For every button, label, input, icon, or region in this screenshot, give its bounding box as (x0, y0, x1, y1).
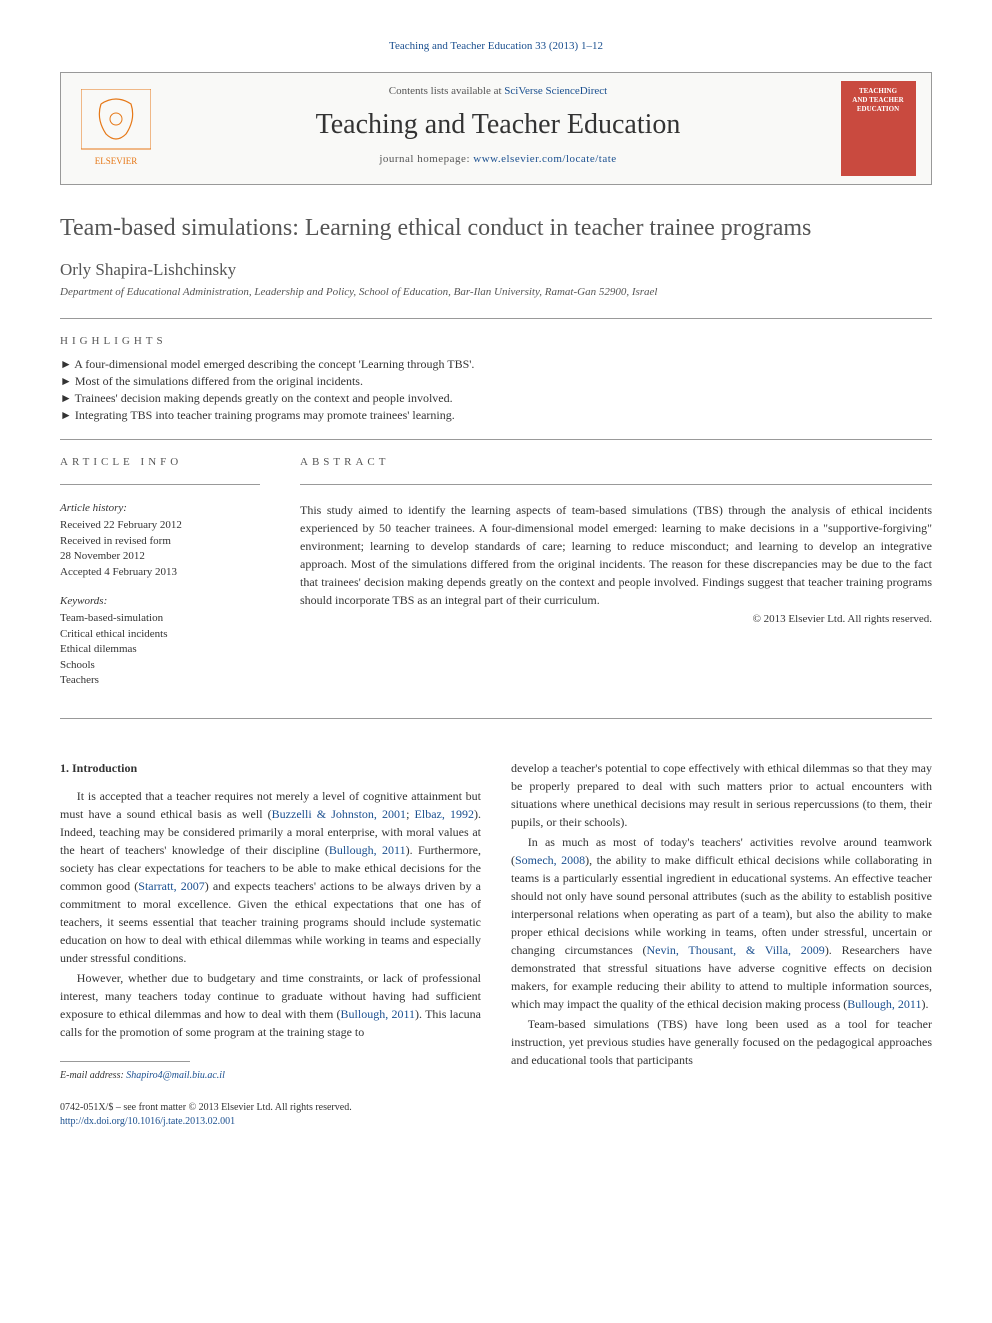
keyword: Team-based-simulation (60, 611, 260, 626)
abstract-label: ABSTRACT (300, 456, 932, 468)
highlights-list: A four-dimensional model emerged describ… (60, 357, 932, 423)
banner-homepage-line: journal homepage: www.elsevier.com/locat… (171, 153, 825, 165)
keyword: Schools (60, 658, 260, 673)
contents-prefix: Contents lists available at (389, 85, 504, 97)
abstract-column: ABSTRACT This study aimed to identify th… (300, 456, 932, 702)
highlights-label: HIGHLIGHTS (60, 335, 932, 347)
info-abstract-row: ARTICLE INFO Article history: Received 2… (60, 456, 932, 702)
elsevier-logo-icon: ELSEVIER (81, 89, 151, 169)
rule-info-1 (60, 484, 260, 485)
body-paragraph: However, whether due to budgetary and ti… (60, 969, 481, 1041)
cover-title-line1: TEACHING (844, 87, 913, 96)
homepage-prefix: journal homepage: (379, 153, 473, 165)
footer-block: 0742-051X/$ – see front matter © 2013 El… (60, 1101, 932, 1129)
ref-link[interactable]: Bullough, 2011 (329, 843, 406, 857)
rule-above-info (60, 439, 932, 440)
page-container: Teaching and Teacher Education 33 (2013)… (0, 0, 992, 1169)
body-columns: 1. Introduction It is accepted that a te… (60, 759, 932, 1083)
highlight-item: Trainees' decision making depends greatl… (60, 391, 932, 406)
highlight-item: A four-dimensional model emerged describ… (60, 357, 932, 372)
homepage-link[interactable]: www.elsevier.com/locate/tate (473, 153, 616, 165)
article-info-column: ARTICLE INFO Article history: Received 2… (60, 456, 260, 702)
citation-link[interactable]: Teaching and Teacher Education 33 (2013)… (389, 40, 603, 52)
ref-link[interactable]: Elbaz, 1992 (415, 807, 474, 821)
ref-link[interactable]: Somech, 2008 (515, 853, 585, 867)
citation-header: Teaching and Teacher Education 33 (2013)… (60, 40, 932, 52)
abstract-copyright: © 2013 Elsevier Ltd. All rights reserved… (300, 613, 932, 625)
email-link[interactable]: Shapiro4@mail.biu.ac.il (126, 1070, 225, 1081)
banner-center: Contents lists available at SciVerse Sci… (171, 73, 825, 184)
body-paragraph: develop a teacher's potential to cope ef… (511, 759, 932, 831)
highlight-item: Most of the simulations differed from th… (60, 374, 932, 389)
rule-abstract (300, 484, 932, 485)
ref-link[interactable]: Bullough, 2011 (847, 997, 921, 1011)
banner-publisher-logo-box: ELSEVIER (61, 73, 171, 184)
history-block: Article history: Received 22 February 20… (60, 501, 260, 580)
keyword: Teachers (60, 673, 260, 688)
ref-link[interactable]: Buzzelli & Johnston, 2001 (272, 807, 406, 821)
keyword: Critical ethical incidents (60, 627, 260, 642)
footer-copyright: 0742-051X/$ – see front matter © 2013 El… (60, 1101, 932, 1115)
footnote-email: E-mail address: Shapiro4@mail.biu.ac.il (60, 1068, 481, 1083)
svg-text:ELSEVIER: ELSEVIER (95, 156, 138, 166)
keyword: Ethical dilemmas (60, 642, 260, 657)
author-name: Orly Shapira-Lishchinsky (60, 260, 932, 280)
body-column-right: develop a teacher's potential to cope ef… (511, 759, 932, 1083)
banner-journal-name: Teaching and Teacher Education (171, 109, 825, 141)
body-column-left: 1. Introduction It is accepted that a te… (60, 759, 481, 1083)
doi-link[interactable]: http://dx.doi.org/10.1016/j.tate.2013.02… (60, 1116, 235, 1127)
cover-title-line2: AND TEACHER (844, 96, 913, 105)
footnote-label: E-mail address: (60, 1070, 124, 1081)
history-line: 28 November 2012 (60, 549, 260, 564)
history-line: Received in revised form (60, 534, 260, 549)
body-paragraph: Team-based simulations (TBS) have long b… (511, 1015, 932, 1069)
body-paragraph: It is accepted that a teacher requires n… (60, 787, 481, 967)
author-affiliation: Department of Educational Administration… (60, 286, 932, 298)
ref-link[interactable]: Starratt, 2007 (138, 879, 204, 893)
journal-banner: ELSEVIER Contents lists available at Sci… (60, 72, 932, 185)
article-title: Team-based simulations: Learning ethical… (60, 215, 932, 242)
banner-cover-box: TEACHING AND TEACHER EDUCATION (825, 73, 931, 184)
abstract-text: This study aimed to identify the learnin… (300, 501, 932, 609)
history-line: Accepted 4 February 2013 (60, 565, 260, 580)
journal-cover-thumb[interactable]: TEACHING AND TEACHER EDUCATION (841, 81, 916, 176)
keywords-label: Keywords: (60, 594, 260, 609)
cover-title-line3: EDUCATION (844, 105, 913, 114)
ref-link[interactable]: Bullough, 2011 (341, 1007, 416, 1021)
keywords-block: Keywords: Team-based-simulation Critical… (60, 594, 260, 688)
history-line: Received 22 February 2012 (60, 518, 260, 533)
rule-below-abstract (60, 718, 932, 719)
footnote-rule (60, 1061, 190, 1062)
banner-contents-line: Contents lists available at SciVerse Sci… (171, 85, 825, 97)
highlight-item: Integrating TBS into teacher training pr… (60, 408, 932, 423)
sciencedirect-link[interactable]: SciVerse ScienceDirect (504, 85, 607, 97)
history-label: Article history: (60, 501, 260, 516)
body-paragraph: In as much as most of today's teachers' … (511, 833, 932, 1013)
section-heading-introduction: 1. Introduction (60, 759, 481, 777)
ref-link[interactable]: Nevin, Thousant, & Villa, 2009 (647, 943, 825, 957)
article-info-label: ARTICLE INFO (60, 456, 260, 468)
rule-above-highlights (60, 318, 932, 319)
